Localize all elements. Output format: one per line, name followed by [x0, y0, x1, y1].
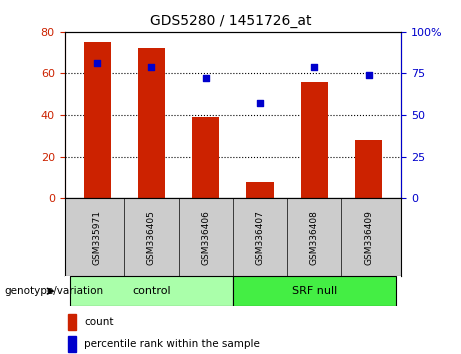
Bar	[233, 276, 396, 306]
Bar	[70, 276, 233, 306]
Text: SRF null: SRF null	[292, 286, 337, 296]
Bar	[192, 117, 219, 198]
Text: GSM336407: GSM336407	[255, 210, 265, 265]
Text: genotype/variation: genotype/variation	[5, 286, 104, 296]
Text: percentile rank within the sample: percentile rank within the sample	[84, 339, 260, 349]
Text: GSM335971: GSM335971	[93, 210, 101, 265]
Text: GSM336405: GSM336405	[147, 210, 156, 265]
Bar	[68, 314, 76, 331]
Text: GSM336408: GSM336408	[310, 210, 319, 265]
Bar	[68, 336, 76, 352]
Point	[256, 101, 264, 106]
Point	[311, 64, 318, 70]
Bar	[301, 82, 328, 198]
Point	[202, 76, 209, 81]
Bar	[83, 42, 111, 198]
Text: GSM336409: GSM336409	[364, 210, 373, 265]
Point	[365, 72, 372, 78]
Text: control: control	[132, 286, 171, 296]
Text: GDS5280 / 1451726_at: GDS5280 / 1451726_at	[150, 14, 311, 28]
Point	[94, 61, 101, 66]
Text: GSM336406: GSM336406	[201, 210, 210, 265]
Text: count: count	[84, 318, 114, 327]
Point	[148, 64, 155, 70]
Bar	[355, 140, 382, 198]
Bar	[138, 48, 165, 198]
Bar	[246, 182, 273, 198]
